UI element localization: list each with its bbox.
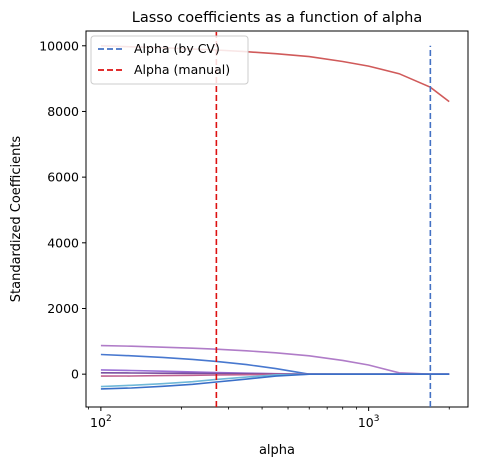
y-tick-label: 0 xyxy=(71,367,79,382)
x-tick-label: 102 xyxy=(90,414,112,430)
y-axis: 0 2000 4000 6000 8000 10000 xyxy=(39,38,86,382)
y-axis-label: Standardized Coefficients xyxy=(9,136,24,303)
coefficient-line-8 xyxy=(100,373,450,390)
series-lines xyxy=(100,45,450,390)
y-tick-label: 6000 xyxy=(47,170,79,185)
coefficient-line-2 xyxy=(100,344,450,375)
plot-frame xyxy=(85,30,469,408)
chart-title: Lasso coefficients as a function of alph… xyxy=(132,10,422,26)
legend-label-alpha-cv: Alpha (by CV) xyxy=(134,41,220,56)
x-axis: 102 103 xyxy=(88,407,450,430)
y-tick-label: 4000 xyxy=(47,235,79,250)
y-tick-label: 10000 xyxy=(39,38,79,53)
reference-lines xyxy=(215,31,432,407)
x-tick-label: 103 xyxy=(358,414,380,430)
x-axis-label: alpha xyxy=(259,443,295,458)
legend: Alpha (by CV) Alpha (manual) xyxy=(90,35,249,85)
legend-label-alpha-manual: Alpha (manual) xyxy=(134,62,230,77)
y-tick-label: 2000 xyxy=(47,301,79,316)
legend-box xyxy=(90,35,249,85)
y-tick-label: 8000 xyxy=(47,104,79,119)
